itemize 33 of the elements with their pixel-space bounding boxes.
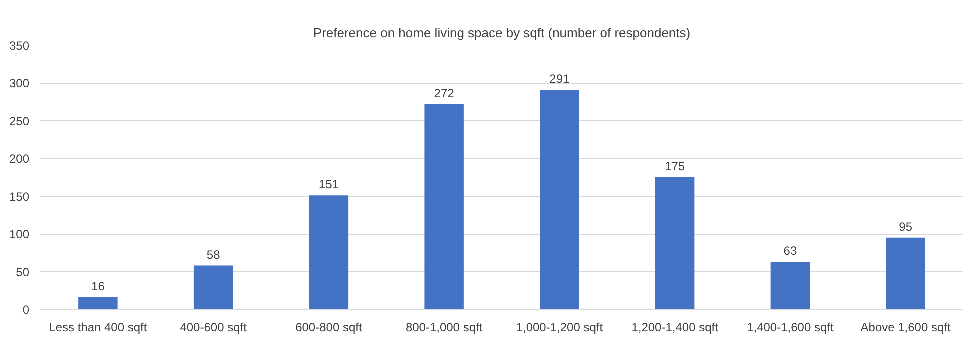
y-tick-label: 0 (22, 303, 30, 317)
bar (424, 104, 464, 310)
data-label: 291 (550, 72, 570, 86)
y-tick-label: 350 (9, 39, 30, 53)
bar (309, 196, 349, 310)
y-tick-label: 150 (9, 190, 30, 204)
bar (194, 266, 234, 310)
y-tick-label: 50 (16, 265, 30, 280)
data-label: 16 (92, 279, 106, 294)
x-tick-label: 1,400-1,600 sqft (747, 320, 834, 334)
y-tick-label: 250 (9, 114, 30, 128)
data-label: 151 (318, 178, 340, 192)
data-label: 63 (784, 244, 798, 258)
bar (540, 90, 580, 310)
chart-title: Preference on home living space by sqft (number of respondents) (313, 26, 691, 40)
data-label: 272 (434, 86, 455, 100)
bar (655, 178, 695, 310)
bar (770, 262, 810, 310)
x-tick-label: 1,200-1,400 sqft (632, 320, 720, 334)
x-tick-label: 600-800 sqft (296, 320, 363, 334)
y-tick-label: 200 (9, 152, 30, 166)
x-tick-label: Above 1,600 sqft (860, 320, 952, 334)
x-tick-label: 1,000-1,200 sqft (516, 320, 604, 334)
data-label: 175 (665, 160, 686, 174)
bar (78, 297, 118, 310)
data-label: 95 (899, 220, 913, 234)
data-label: 58 (206, 248, 221, 262)
x-tick-label: Less than 400 sqft (49, 320, 148, 334)
y-tick-label: 300 (9, 76, 30, 91)
y-tick-label: 100 (9, 228, 30, 242)
x-tick-label: 400-600 sqft (180, 320, 248, 334)
bar (886, 238, 926, 310)
x-tick-label: 800-1,000 sqft (406, 320, 484, 334)
